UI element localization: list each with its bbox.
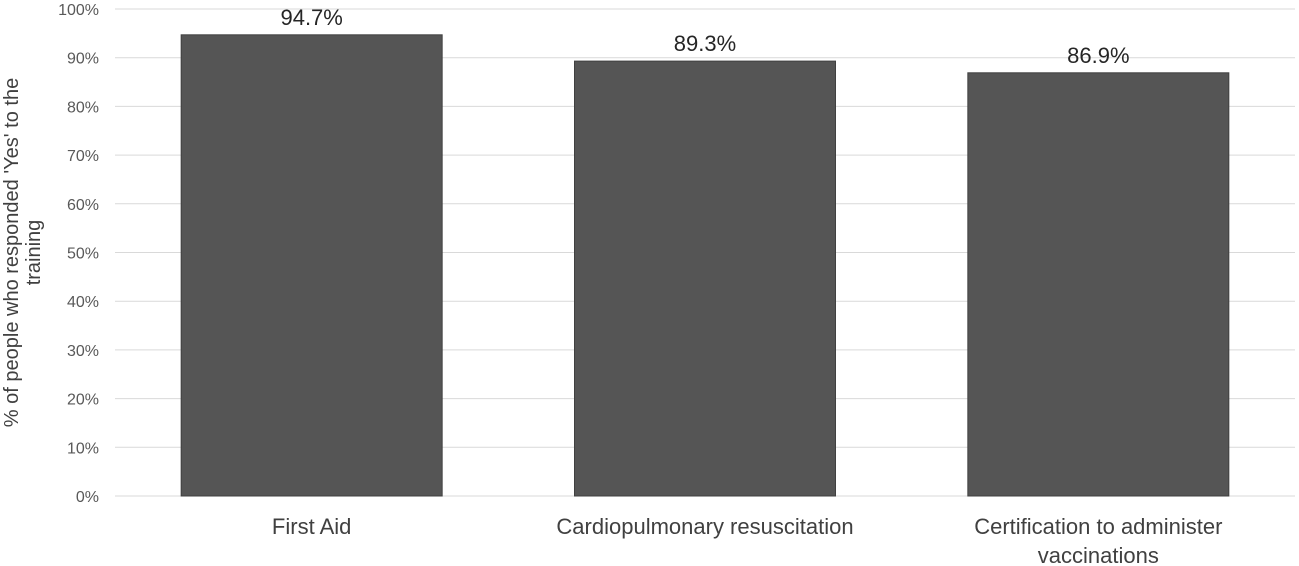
y-axis-ticks: 0% 10% 20% 30% 40% 50% 60% 70% 80% 90% 100% — [58, 2, 99, 506]
data-label: 89.3% — [674, 31, 736, 56]
x-axis-labels: First Aid Cardiopulmonary resuscitation Ce… — [272, 514, 1223, 566]
bars — [180, 34, 1230, 497]
data-labels: 94.7% 89.3% 86.9% — [280, 5, 1129, 68]
data-label: 86.9% — [1067, 43, 1129, 68]
y-axis-title-line: training — [23, 220, 45, 286]
y-tick-label: 60% — [67, 197, 99, 214]
y-tick-label: 80% — [67, 99, 99, 116]
bar — [180, 34, 443, 497]
x-category-label: First Aid — [272, 514, 351, 539]
y-tick-label: 30% — [67, 343, 99, 360]
y-tick-label: 70% — [67, 148, 99, 165]
bar — [967, 72, 1230, 497]
y-tick-label: 100% — [58, 2, 99, 19]
bar — [574, 60, 836, 497]
y-tick-label: 20% — [67, 392, 99, 409]
x-category-label: Cardiopulmonary resuscitation — [556, 514, 853, 539]
y-axis-title: % of people who responded 'Yes' to thetr… — [1, 78, 45, 427]
y-tick-label: 0% — [76, 489, 99, 506]
x-category-label: vaccinations — [1038, 543, 1159, 566]
y-tick-label: 10% — [67, 440, 99, 457]
y-axis-title-line: % of people who responded 'Yes' to the — [1, 78, 23, 427]
y-tick-label: 40% — [67, 294, 99, 311]
x-category-label: Certification to administer — [974, 514, 1222, 539]
data-label: 94.7% — [280, 5, 342, 30]
y-tick-label: 90% — [67, 51, 99, 68]
y-tick-label: 50% — [67, 246, 99, 263]
